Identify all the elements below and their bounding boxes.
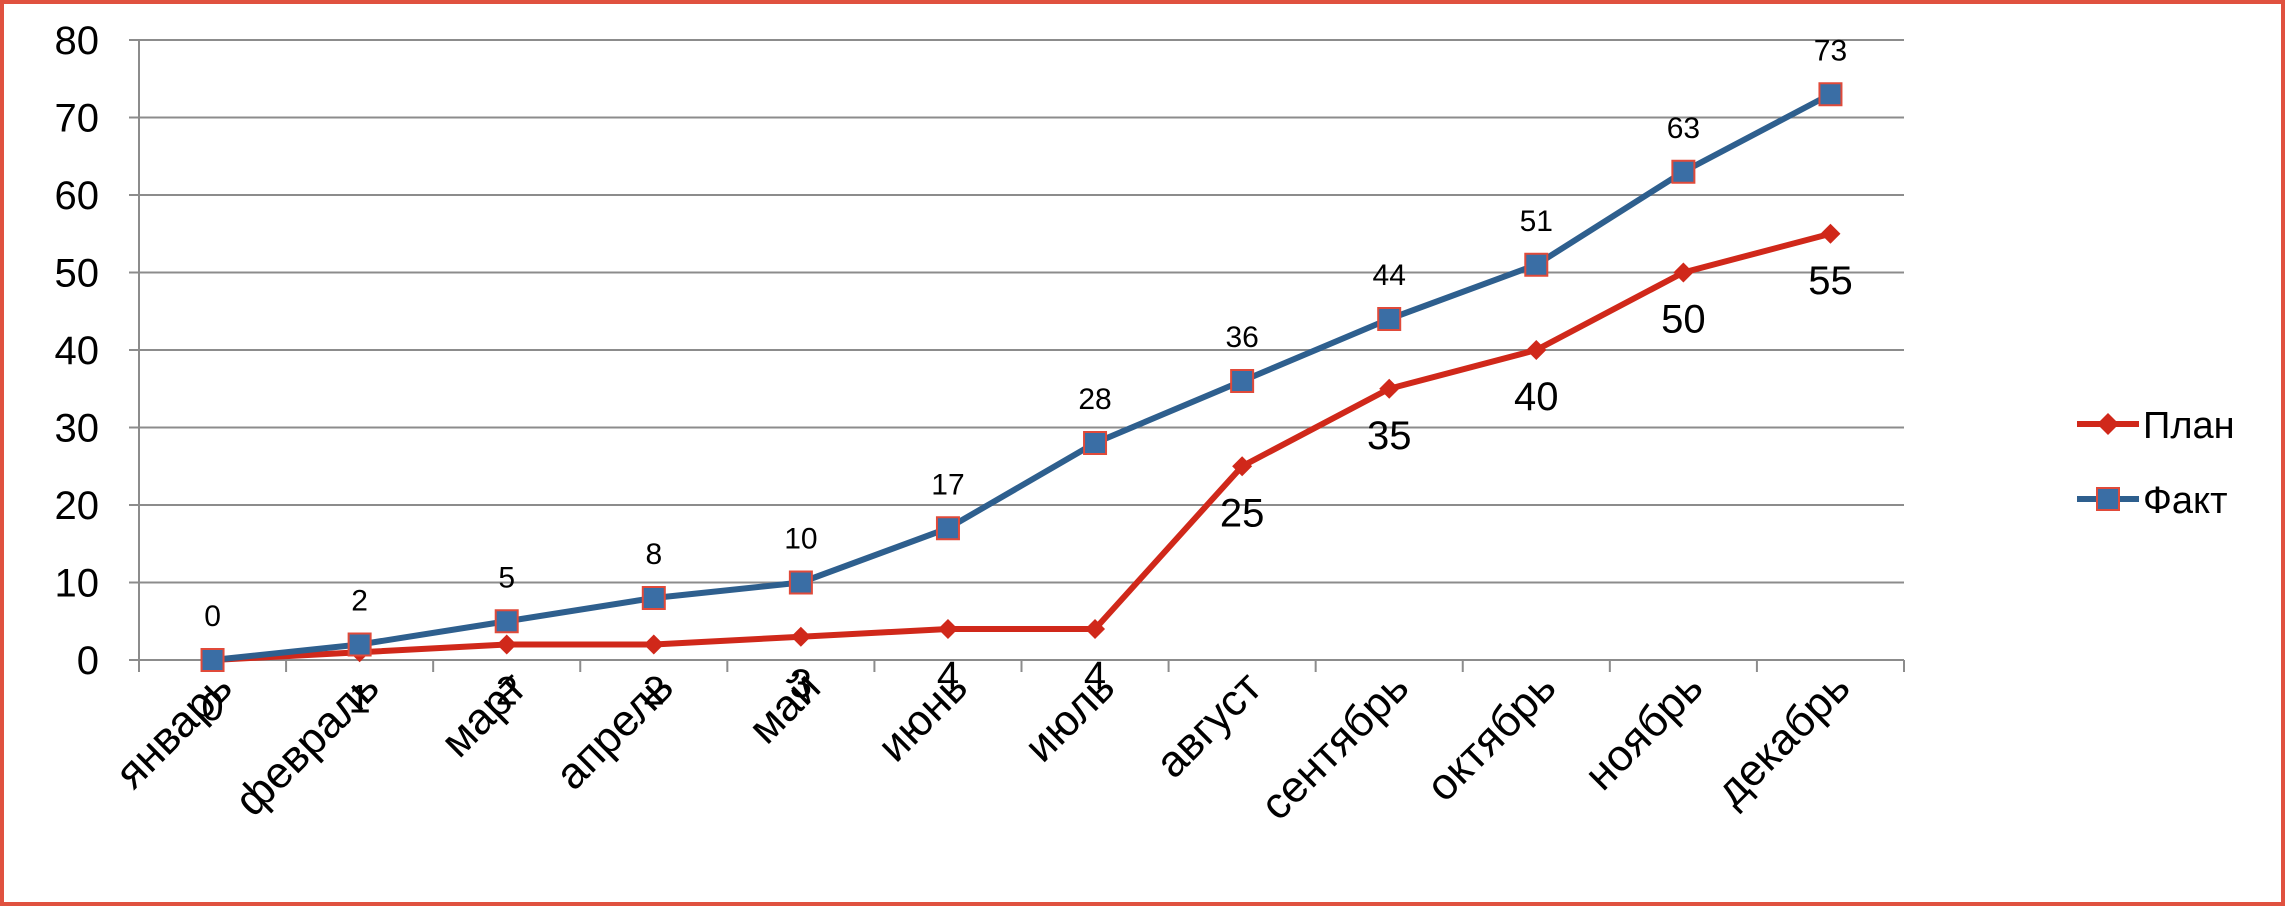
axes: [129, 39, 1905, 672]
y-tick-label-50: 50: [55, 252, 100, 296]
series-line-Факт: [212, 91, 1832, 663]
data-label-Факт-июль: 28: [1078, 383, 1111, 416]
marker-Факт-сентябрь: [1377, 307, 1402, 331]
marker-План-ноябрь: [1673, 262, 1694, 283]
y-tick-label-20: 20: [55, 484, 100, 528]
marker-Факт-май: [788, 570, 813, 595]
data-label-План-февраль: 1: [349, 677, 371, 721]
data-label-Факт-июнь: 17: [931, 468, 964, 501]
data-label-План-январь: 0: [201, 685, 223, 729]
series-line-План: [212, 230, 1832, 663]
data-label-План-сентябрь: 35: [1367, 414, 1412, 458]
marker-План-август: [1232, 456, 1253, 477]
data-label-Факт-сентябрь: 44: [1373, 259, 1406, 292]
y-tick-label-70: 70: [55, 97, 100, 141]
series: [200, 82, 1843, 672]
marker-Факт-март: [494, 609, 519, 634]
data-label-Факт-май: 10: [784, 523, 817, 556]
marker-Факт-декабрь: [1818, 82, 1843, 107]
data-label-Факт-декабрь: 73: [1814, 34, 1847, 67]
x-tick-label-март: март: [432, 662, 536, 766]
data-label-План-октябрь: 40: [1514, 375, 1559, 419]
marker-План-апрель: [643, 634, 664, 655]
data-label-План-апрель: 2: [643, 670, 665, 714]
data-label-Факт-октябрь: 51: [1520, 205, 1553, 238]
marker-План-март: [496, 634, 517, 655]
x-tick-label-январь: январь: [106, 662, 242, 798]
y-tick-labels: 0 10 20 30 40 50 60 70 80: [55, 19, 100, 683]
marker-Факт-апрель: [641, 586, 666, 610]
marker-Факт-январь: [200, 648, 225, 672]
marker-Факт-июнь: [935, 516, 960, 541]
data-label-План-июнь: 4: [937, 654, 959, 698]
data-label-План-июль: 4: [1084, 654, 1106, 698]
x-tick-label-август: август: [1146, 662, 1271, 787]
marker-План-сентябрь: [1379, 378, 1400, 399]
marker-План-октябрь: [1526, 340, 1547, 360]
y-tick-label-10: 10: [55, 562, 100, 606]
x-tick-label-октябрь: октябрь: [1417, 662, 1565, 810]
data-label-Факт-август: 36: [1225, 321, 1258, 354]
marker-Факт-февраль: [347, 632, 372, 657]
legend: План Факт: [2077, 405, 2235, 522]
y-tick-label-80: 80: [55, 19, 100, 63]
data-label-Факт-март: 5: [498, 561, 515, 594]
data-label-План-декабрь: 55: [1808, 259, 1853, 303]
legend-marker-План: [2097, 413, 2119, 435]
data-label-Факт-апрель: 8: [645, 538, 662, 571]
data-label-План-ноябрь: 50: [1661, 298, 1706, 342]
legend-label-План: План: [2143, 405, 2235, 447]
marker-План-июль: [1085, 619, 1106, 639]
data-label-План-август: 25: [1220, 491, 1265, 535]
marker-Факт-октябрь: [1524, 252, 1549, 277]
y-tick-label-60: 60: [55, 174, 100, 218]
marker-Факт-август: [1230, 369, 1255, 393]
marker-План-декабрь: [1820, 223, 1841, 244]
legend-label-Факт: Факт: [2143, 480, 2227, 522]
data-label-План-май: 3: [790, 662, 812, 706]
data-label-Факт-январь: 0: [204, 600, 221, 633]
data-label-Факт-февраль: 2: [351, 585, 368, 618]
x-tick-label-ноябрь: ноябрь: [1575, 662, 1712, 799]
marker-Факт-июль: [1083, 431, 1108, 455]
y-tick-label-40: 40: [55, 329, 100, 373]
marker-План-июнь: [937, 619, 958, 639]
y-tick-label-30: 30: [55, 407, 100, 451]
data-label-Факт-ноябрь: 63: [1667, 112, 1700, 145]
x-tick-label-июль: июль: [1015, 662, 1124, 771]
y-tick-label-0: 0: [77, 639, 99, 683]
marker-Факт-ноябрь: [1671, 159, 1696, 184]
x-tick-label-июнь: июнь: [868, 662, 977, 771]
marker-План-май: [790, 626, 811, 647]
legend-marker-Факт: [2096, 487, 2120, 511]
data-label-План-март: 2: [496, 670, 518, 714]
x-tick-label-декабрь: декабрь: [1706, 662, 1859, 815]
x-tick-label-май: май: [739, 662, 830, 753]
gridlines: [139, 39, 1904, 584]
x-tick-label-сентябрь: сентябрь: [1251, 662, 1418, 829]
